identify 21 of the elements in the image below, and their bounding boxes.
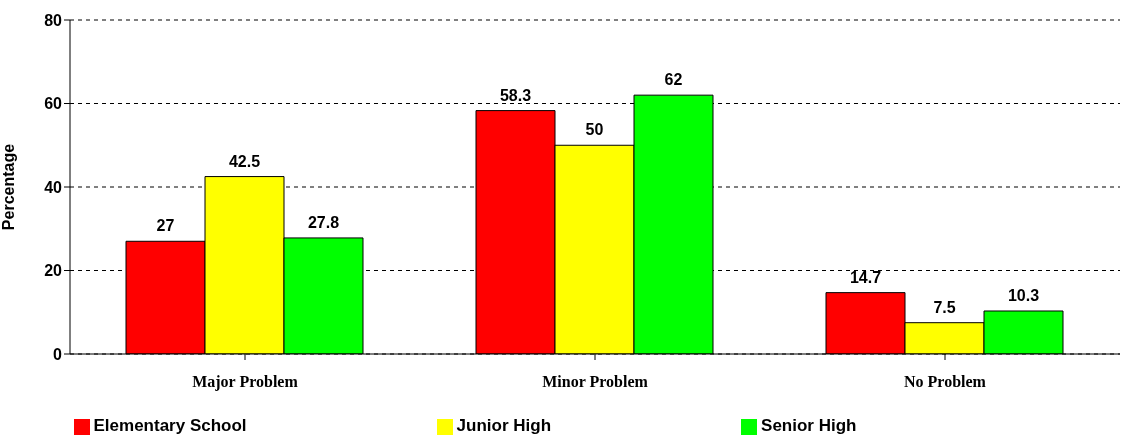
- x-tick-label: Major Problem: [192, 373, 299, 392]
- y-tick-label: 80: [44, 11, 63, 29]
- y-tick-label: 20: [44, 262, 63, 280]
- data-label: 10.3: [1007, 287, 1040, 304]
- legend-label: Elementary School: [93, 416, 247, 435]
- data-label: 27: [156, 217, 175, 235]
- data-label: 27.8: [307, 213, 340, 231]
- data-label: 62: [664, 71, 683, 89]
- data-label: 42.5: [228, 152, 261, 170]
- y-tick-label: 0: [53, 345, 63, 363]
- y-axis-title: Percentage: [0, 143, 17, 231]
- x-tick-label: No Problem: [904, 373, 987, 391]
- y-tick-label: 60: [44, 95, 63, 113]
- data-label: 50: [585, 121, 604, 139]
- data-label: 58.3: [499, 86, 532, 104]
- y-tick-label: 40: [44, 178, 63, 196]
- x-tick-label: Minor Problem: [542, 373, 649, 391]
- legend-label: Junior High: [456, 416, 552, 435]
- legend-label: Senior High: [761, 416, 857, 435]
- data-label: 7.5: [933, 298, 956, 316]
- data-label: 14.7: [849, 268, 882, 286]
